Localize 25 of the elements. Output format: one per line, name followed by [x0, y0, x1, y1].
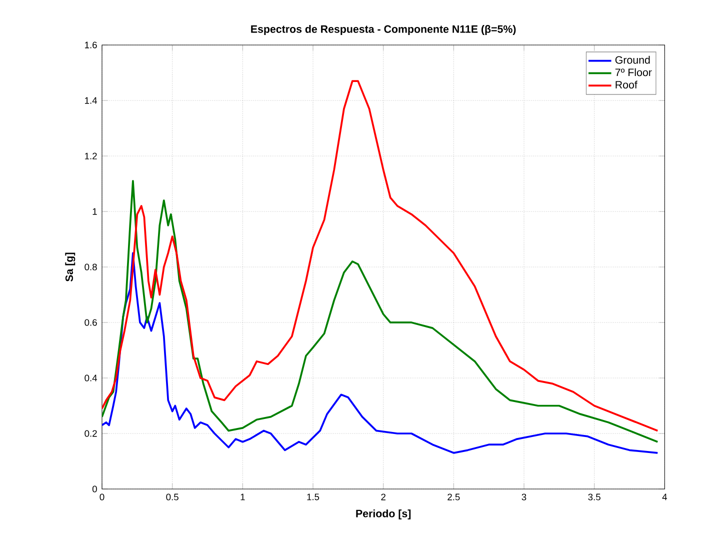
x-tick-label: 3.5	[588, 494, 600, 500]
y-tick-label: 1.2	[85, 152, 97, 160]
x-axis-title: Periodo [s]	[356, 509, 411, 520]
y-tick-label: 1.6	[85, 42, 97, 48]
y-tick-label: 0.4	[84, 374, 98, 382]
x-tick-label: 1.5	[307, 494, 320, 500]
y-tick-label: 0.2	[84, 430, 97, 437]
y-tick-label: 0	[92, 486, 97, 492]
y-tick-label: 1	[92, 208, 97, 215]
legend-label: 7º Floor	[615, 68, 652, 76]
x-tick-label: 2.5	[448, 494, 460, 500]
legend-label: Ground	[615, 56, 650, 64]
x-tick-label: 0	[100, 494, 104, 500]
y-axis-title: Sa [g]	[65, 252, 76, 282]
x-tick-label: 4	[662, 494, 667, 500]
x-tick-label: 2	[381, 494, 386, 500]
y-tick-label: 0.6	[84, 319, 97, 326]
x-tick-label: 3	[522, 494, 526, 500]
x-tick-label: 0.5	[166, 494, 178, 500]
y-tick-label: 0.8	[84, 264, 97, 270]
line-series	[102, 80, 659, 432]
chart-title: Espectros de Respuesta - Componente N11E (β=5%)	[251, 25, 516, 35]
legend-label: Roof	[616, 80, 638, 89]
y-tick-label: 1.4	[85, 97, 98, 104]
x-tick-label: 1	[240, 494, 245, 500]
